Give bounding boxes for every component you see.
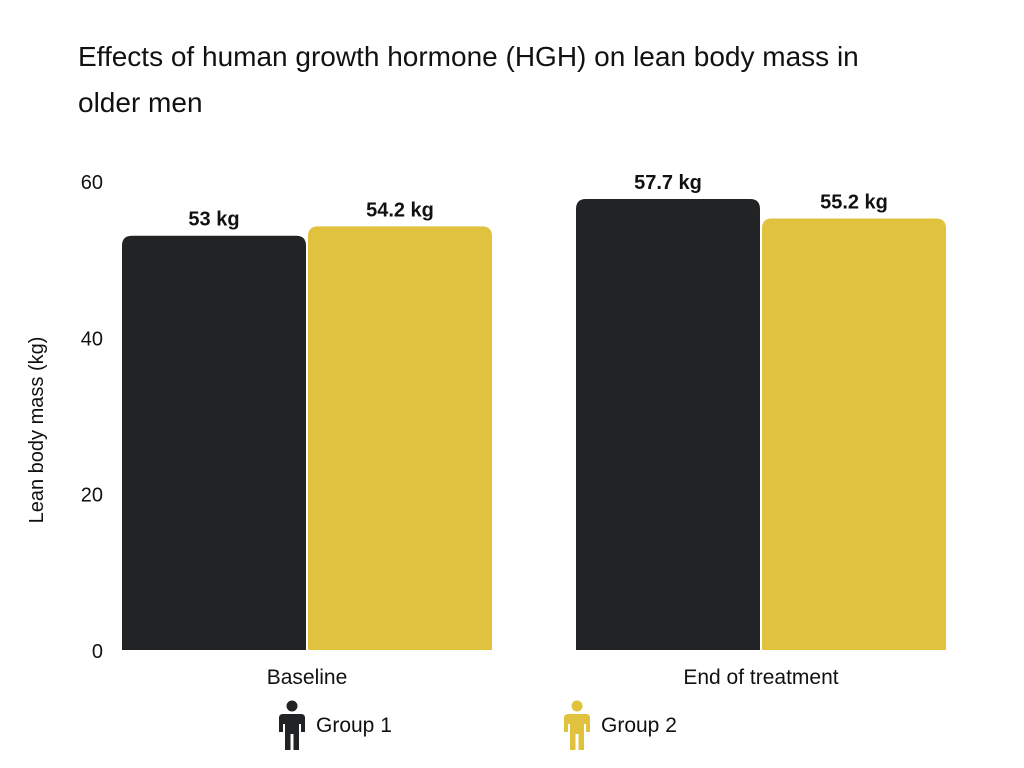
person-icon: [279, 700, 305, 750]
bar-data-label: 53 kg: [188, 209, 239, 231]
x-tick-label: Baseline: [267, 666, 348, 689]
y-tick-label: 40: [81, 328, 103, 350]
bar: [576, 198, 760, 650]
bar: [122, 235, 306, 650]
y-tick-label: 0: [92, 641, 103, 663]
x-tick-label: End of treatment: [683, 666, 838, 689]
bar: [308, 226, 492, 650]
bar-data-label: 54.2 kg: [366, 199, 434, 221]
person-icon: [564, 700, 590, 750]
bar-data-label: 55.2 kg: [820, 192, 888, 214]
legend-label-group-1: Group 1: [316, 714, 392, 737]
bar-chart: 0 20 40 60 Lean body mass (kg) 53 kg 54.2 kg Ba…: [26, 172, 946, 689]
chart-title: Effects of human growth hormone (HGH) on…: [78, 41, 859, 118]
y-tick-label: 20: [81, 485, 103, 507]
y-tick-label: 60: [81, 172, 103, 194]
y-axis-label: Lean body mass (kg): [26, 337, 48, 524]
bar-data-label: 57.7 kg: [634, 172, 702, 194]
bar: [762, 218, 946, 650]
legend-label-group-2: Group 2: [601, 714, 677, 737]
legend-item-group-1: Group 1: [278, 700, 392, 752]
legend-item-group-2: Group 2: [563, 700, 677, 752]
